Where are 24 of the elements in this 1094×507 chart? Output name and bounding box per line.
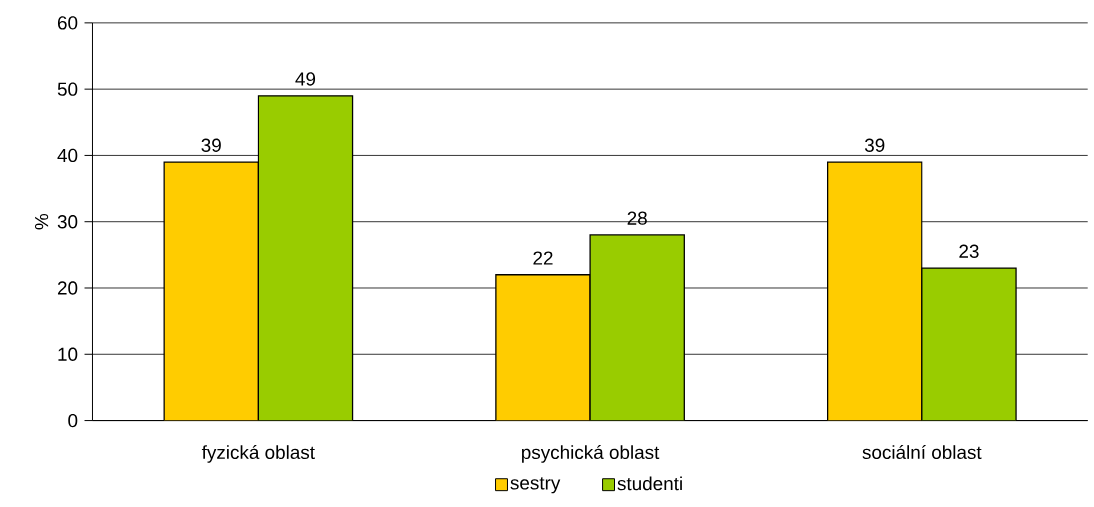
y-tick-label: 30	[57, 215, 78, 229]
y-tick-label: 0	[68, 413, 78, 428]
bar	[163, 161, 259, 421]
x-tick-label: sociální oblast	[862, 444, 982, 460]
bar	[257, 95, 354, 421]
data-label: 39	[201, 138, 221, 152]
bar	[921, 267, 1017, 421]
bar	[495, 274, 591, 421]
y-axis-title: %	[34, 213, 49, 230]
y-tick-label: 50	[57, 82, 78, 96]
data-label: 49	[295, 72, 316, 86]
legend-label: studenti	[617, 476, 682, 491]
y-tick-label: 60	[57, 16, 78, 30]
y-tick-label: 40	[57, 148, 78, 163]
y-tick-label: 20	[57, 281, 78, 295]
x-tick-label: fyzická oblast	[201, 444, 315, 463]
data-label: 23	[959, 244, 979, 258]
y-tick-label: 10	[58, 347, 78, 361]
legend-label: sestry	[510, 477, 561, 494]
x-tick-label: psychická oblast	[522, 444, 660, 463]
bar	[826, 161, 923, 421]
data-label: 22	[533, 251, 553, 265]
bar	[589, 234, 685, 421]
data-label: 39	[864, 138, 885, 152]
